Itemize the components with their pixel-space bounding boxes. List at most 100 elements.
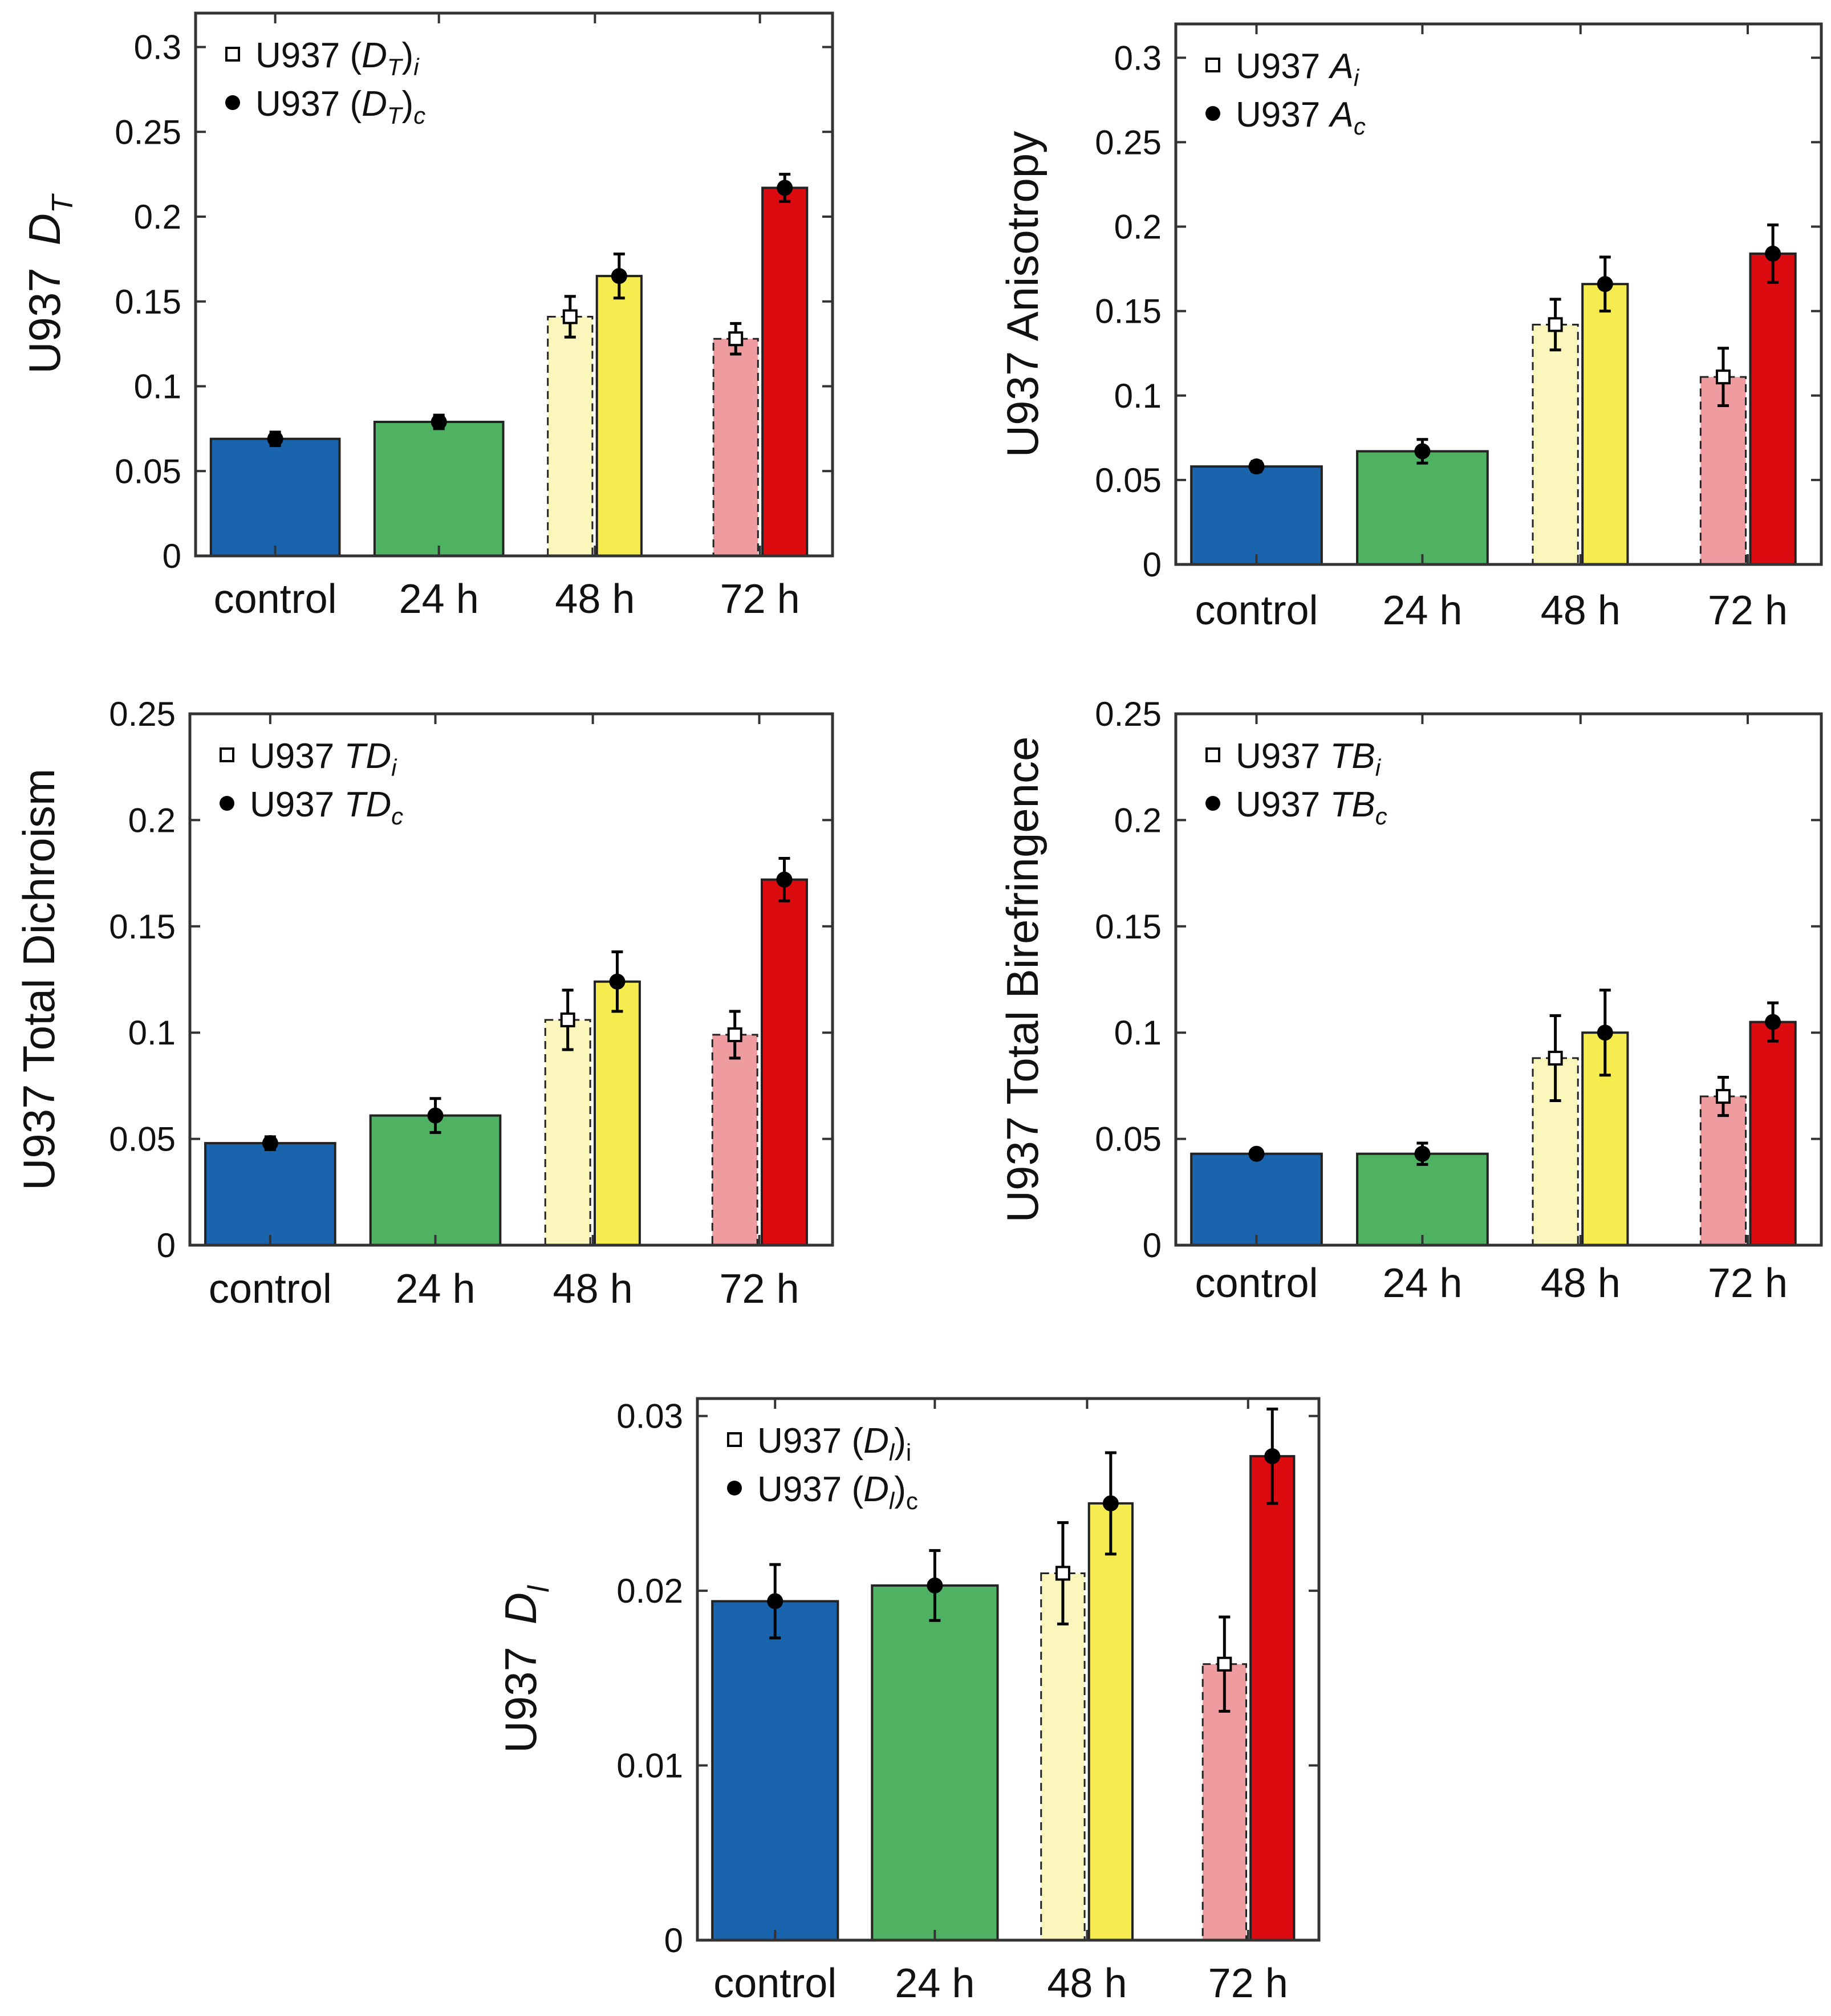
data-point-marker <box>431 413 447 430</box>
legend-prefix: U937 <box>250 785 344 824</box>
x-category-label: control <box>209 1266 332 1312</box>
legend-entry: U937 (DT)i <box>255 36 420 80</box>
legend-marker <box>225 95 240 110</box>
y-tick-label: 0 <box>664 1921 683 1960</box>
bar-48h-i <box>1532 323 1579 566</box>
panel-dt: 0 0.05 0.1 0.15 0.2 0.25 0.3 control 24 h 48 h 72 … <box>19 11 834 622</box>
data-point-marker <box>1765 1014 1781 1030</box>
y-axis-label-main: U937 Total Dichroism <box>14 769 64 1190</box>
y-axis-label-subscript: T <box>46 193 79 213</box>
y-tick-label: 0.05 <box>1095 1120 1162 1159</box>
data-point-marker <box>1264 1448 1281 1465</box>
data-point-marker <box>1715 369 1731 385</box>
y-axis-label-main: U937 Anisotropy <box>997 131 1048 457</box>
panels: 0 0.05 0.1 0.15 0.2 0.25 0.3 control 24 h 48 h 72 … <box>14 11 1823 2006</box>
bar-48h-c <box>595 275 643 557</box>
data-point-marker <box>262 1135 278 1152</box>
legend-subscript: c <box>1354 113 1366 140</box>
legend-tail: c <box>413 102 425 129</box>
legend-prefix: U937 <box>1236 47 1330 86</box>
bar-control-single <box>711 1600 839 1941</box>
legend-marker <box>220 747 234 762</box>
legend-close: ) <box>894 1421 906 1461</box>
legend-symbol: A <box>1327 47 1353 86</box>
bar-48h-i <box>547 316 594 557</box>
legend-subscript: c <box>391 803 403 830</box>
data-point-marker <box>1248 1145 1265 1162</box>
legend-prefix: U937 <box>1236 95 1330 135</box>
y-tick-label: 0.3 <box>1114 39 1162 77</box>
legend-prefix: U937 <box>1236 785 1330 824</box>
y-tick-label: 0.15 <box>109 908 176 946</box>
data-point-marker <box>767 1593 783 1609</box>
y-axis-label: U937 DT <box>19 193 79 374</box>
y-axis-label: U937 Dl <box>496 1585 555 1753</box>
x-category-label: 48 h <box>1047 1961 1127 2006</box>
axes-box <box>194 11 834 558</box>
data-point-marker <box>560 1012 575 1027</box>
data-point-marker <box>727 1027 742 1042</box>
data-point-marker <box>728 331 744 347</box>
y-tick-label: 0.05 <box>1095 461 1162 499</box>
data-point-marker <box>1548 317 1563 332</box>
legend-subscript: i <box>1354 64 1360 91</box>
data-point-marker <box>1548 1050 1563 1066</box>
bar-24h-single <box>1356 1152 1489 1247</box>
data-point-marker <box>1414 1145 1431 1162</box>
y-tick-label: 0.2 <box>1114 208 1162 246</box>
bar-24h-single <box>1356 450 1489 566</box>
bar-72h-i <box>1699 376 1747 566</box>
data-point-marker <box>776 871 793 888</box>
legend-marker <box>727 1432 742 1447</box>
y-axis-label: U937 Total Dichroism <box>14 769 64 1190</box>
panel-tdich: 0 0.05 0.1 0.15 0.2 0.25 control 24 h 48 h 72 h U9… <box>14 695 834 1312</box>
data-point-marker <box>267 430 283 447</box>
y-tick-label: 0.03 <box>616 1397 683 1436</box>
data-point-marker <box>1597 276 1613 292</box>
y-tick-label: 0 <box>1143 1226 1162 1265</box>
y-tick-label: 0.25 <box>1095 123 1162 161</box>
legend-close: ) <box>402 36 414 75</box>
data-point-marker <box>1715 1089 1731 1104</box>
bar-72h-i <box>1201 1663 1247 1941</box>
y-axis-label: U937 Anisotropy <box>997 131 1048 457</box>
data-point-marker <box>611 268 627 284</box>
legend-marker <box>1205 106 1220 121</box>
x-category-label: 72 h <box>720 576 800 622</box>
bar-72h-c <box>761 878 808 1247</box>
legend-marker <box>1205 796 1220 811</box>
bar-control-single <box>209 437 341 557</box>
axes-box <box>696 1397 1321 1942</box>
legend-entry: U937 TDi <box>250 737 397 781</box>
bar-72h-c <box>761 186 809 557</box>
data-point-marker <box>1217 1656 1232 1672</box>
y-tick-label: 0.02 <box>616 1572 683 1610</box>
x-category-label: 24 h <box>399 576 479 622</box>
data-point-marker <box>609 973 626 990</box>
y-axis-label-main: U937 Total Birefringence <box>997 737 1048 1223</box>
y-tick-label: 0 <box>163 537 181 575</box>
y-tick-label: 0.15 <box>1095 908 1162 946</box>
y-tick-label: 0.25 <box>1095 695 1162 733</box>
legend-prefix: U937 ( <box>757 1470 863 1509</box>
legend-marker <box>225 47 240 62</box>
x-category-label: 24 h <box>395 1266 475 1312</box>
x-category-label: 72 h <box>719 1266 799 1312</box>
legend-symbol: TB <box>1330 737 1375 776</box>
y-tick-label: 0.15 <box>1095 292 1162 331</box>
legend-symbol: TD <box>344 785 391 824</box>
y-tick-label: 0.05 <box>115 452 181 490</box>
legend-prefix: U937 ( <box>255 36 362 75</box>
legend-symbol: D <box>863 1470 889 1509</box>
legend-symbol: D <box>863 1421 889 1461</box>
legend-subscript: c <box>1375 803 1387 830</box>
y-tick-label: 0.2 <box>134 198 181 236</box>
x-category-label: 48 h <box>555 576 635 622</box>
legend-symbol: D <box>362 36 387 75</box>
data-point-marker <box>1414 443 1431 460</box>
x-category-label: 24 h <box>1382 588 1462 633</box>
legend-prefix: U937 <box>1236 737 1330 776</box>
x-category-label: control <box>713 1961 837 2006</box>
y-tick-label: 0 <box>157 1226 176 1265</box>
legend-symbol: TD <box>344 737 391 776</box>
